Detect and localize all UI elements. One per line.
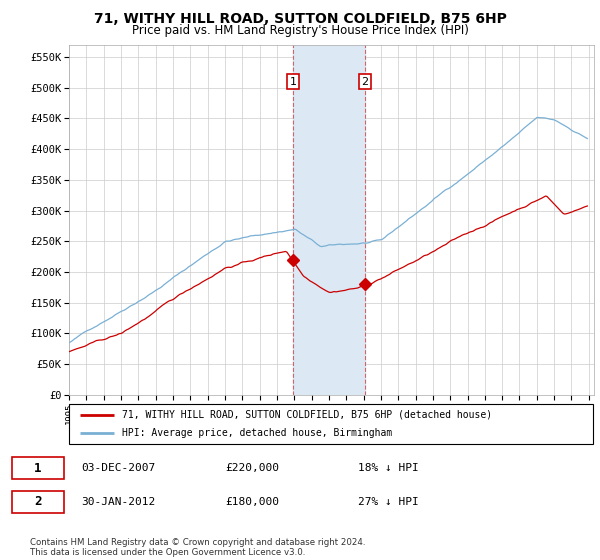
Text: 1: 1 — [34, 462, 41, 475]
Text: 30-JAN-2012: 30-JAN-2012 — [81, 497, 155, 507]
Bar — [293, 45, 365, 395]
Text: 71, WITHY HILL ROAD, SUTTON COLDFIELD, B75 6HP: 71, WITHY HILL ROAD, SUTTON COLDFIELD, B… — [94, 12, 506, 26]
Text: 03-DEC-2007: 03-DEC-2007 — [81, 463, 155, 473]
FancyBboxPatch shape — [12, 458, 64, 479]
Text: Price paid vs. HM Land Registry's House Price Index (HPI): Price paid vs. HM Land Registry's House … — [131, 24, 469, 37]
FancyBboxPatch shape — [12, 491, 64, 513]
FancyBboxPatch shape — [69, 404, 593, 445]
Text: £180,000: £180,000 — [225, 497, 279, 507]
Text: 2: 2 — [34, 495, 41, 508]
Text: 27% ↓ HPI: 27% ↓ HPI — [358, 497, 418, 507]
Text: 71, WITHY HILL ROAD, SUTTON COLDFIELD, B75 6HP (detached house): 71, WITHY HILL ROAD, SUTTON COLDFIELD, B… — [121, 410, 491, 420]
Text: Contains HM Land Registry data © Crown copyright and database right 2024.
This d: Contains HM Land Registry data © Crown c… — [30, 538, 365, 557]
Text: £220,000: £220,000 — [225, 463, 279, 473]
Text: 2: 2 — [361, 77, 368, 87]
Text: 18% ↓ HPI: 18% ↓ HPI — [358, 463, 418, 473]
Text: 1: 1 — [289, 77, 296, 87]
Text: HPI: Average price, detached house, Birmingham: HPI: Average price, detached house, Birm… — [121, 428, 392, 438]
